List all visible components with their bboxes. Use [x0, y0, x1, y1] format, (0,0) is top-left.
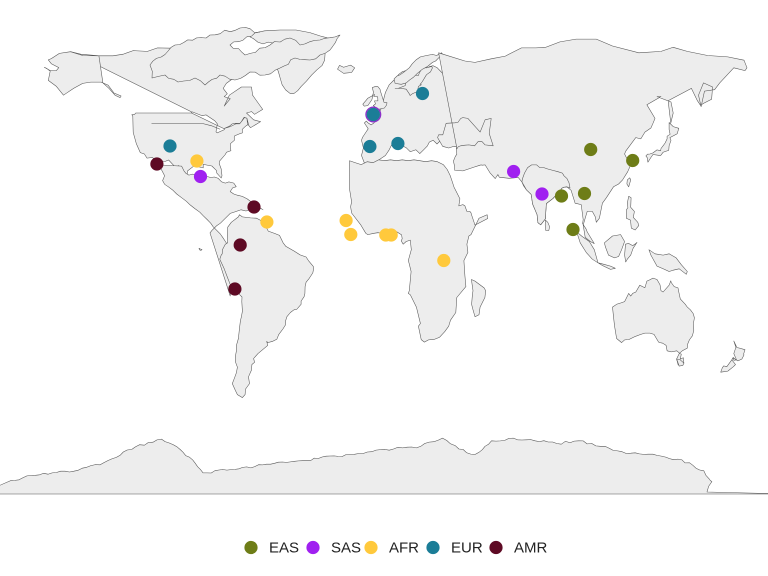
svg-text:AMR: AMR	[514, 540, 548, 557]
svg-text:SAS: SAS	[331, 540, 361, 557]
svg-text:AFR: AFR	[389, 540, 419, 557]
svg-text:EUR: EUR	[451, 540, 483, 557]
svg-text:EAS: EAS	[269, 540, 299, 557]
